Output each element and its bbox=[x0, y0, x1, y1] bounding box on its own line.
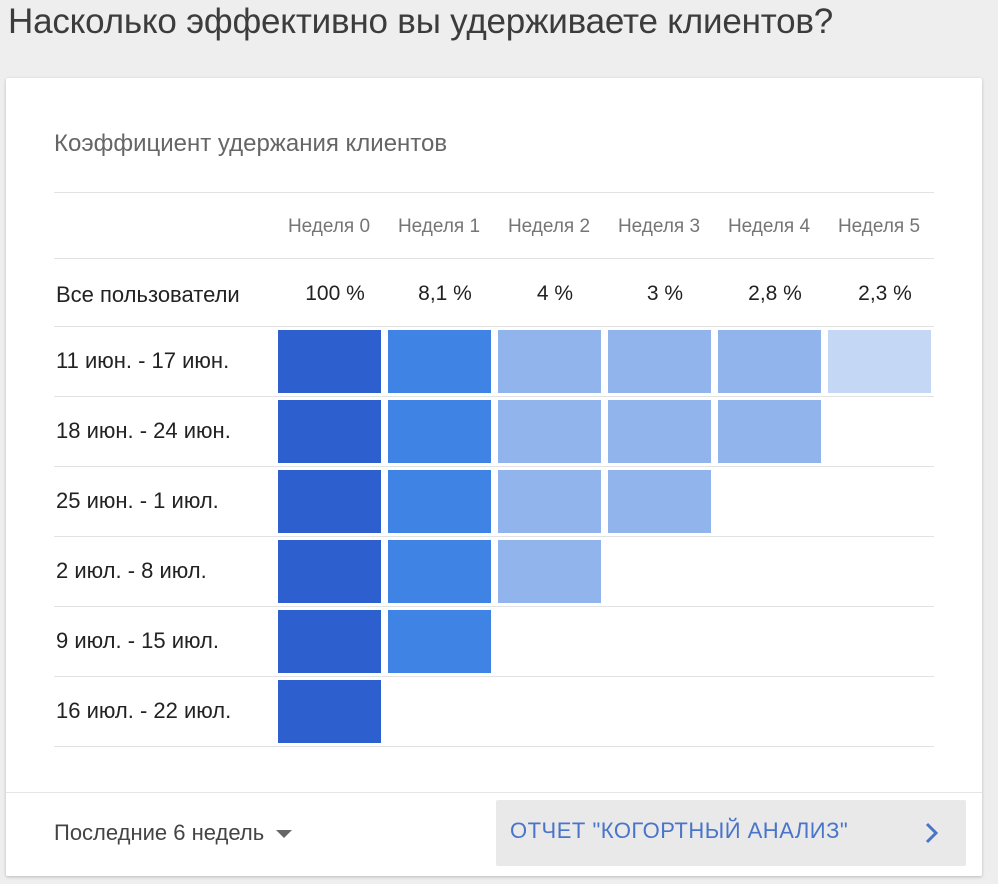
footer-divider bbox=[6, 792, 982, 793]
all-users-value: 2,3 % bbox=[858, 282, 912, 305]
cohort-report-button[interactable]: ОТЧЕТ "КОГОРТНЫЙ АНАЛИЗ" bbox=[496, 800, 966, 866]
card-title: Коэффициент удержания клиентов bbox=[54, 130, 448, 157]
cohort-label: 18 июн. - 24 июн. bbox=[56, 418, 231, 443]
divider bbox=[54, 396, 934, 397]
retention-cell[interactable] bbox=[608, 330, 711, 393]
retention-cell[interactable] bbox=[278, 540, 381, 603]
divider bbox=[54, 192, 934, 193]
retention-cell[interactable] bbox=[388, 400, 491, 463]
retention-cell[interactable] bbox=[498, 400, 601, 463]
retention-cell[interactable] bbox=[718, 400, 821, 463]
column-header: Неделя 0 bbox=[287, 216, 371, 237]
retention-cell[interactable] bbox=[718, 330, 821, 393]
period-label: Последние 6 недель bbox=[54, 820, 265, 845]
retention-cell[interactable] bbox=[498, 330, 601, 393]
column-header: Неделя 3 bbox=[617, 216, 701, 237]
cohort-label: 16 июл. - 22 июл. bbox=[56, 698, 232, 723]
cohort-label: 11 июн. - 17 июн. bbox=[56, 348, 230, 373]
page-title: Насколько эффективно вы удерживаете клие… bbox=[8, 2, 834, 41]
all-users-value: 3 % bbox=[646, 282, 684, 305]
divider bbox=[54, 258, 934, 259]
all-users-value: 8,1 % bbox=[418, 282, 472, 305]
retention-cell[interactable] bbox=[388, 610, 491, 673]
divider bbox=[54, 746, 934, 747]
retention-cell[interactable] bbox=[388, 540, 491, 603]
period-dropdown[interactable]: Последние 6 недель bbox=[54, 820, 293, 846]
column-header: Неделя 1 bbox=[397, 216, 481, 237]
column-header: Неделя 5 bbox=[837, 216, 921, 237]
retention-cell[interactable] bbox=[608, 470, 711, 533]
all-users-label: Все пользователи bbox=[56, 282, 240, 307]
all-users-value: 100 % bbox=[305, 282, 365, 305]
column-header: Неделя 2 bbox=[507, 216, 591, 237]
chevron-right-icon bbox=[925, 822, 939, 844]
divider bbox=[54, 606, 934, 607]
divider bbox=[54, 676, 934, 677]
divider bbox=[54, 536, 934, 537]
retention-cell[interactable] bbox=[278, 470, 381, 533]
cohort-label: 9 июл. - 15 июл. bbox=[56, 628, 219, 653]
column-header: Неделя 4 bbox=[727, 216, 811, 237]
cohort-label: 25 июн. - 1 июл. bbox=[56, 488, 219, 513]
divider bbox=[54, 466, 934, 467]
cohort-label: 2 июл. - 8 июл. bbox=[56, 558, 207, 583]
dropdown-arrow-icon bbox=[276, 830, 293, 839]
retention-cell[interactable] bbox=[278, 400, 381, 463]
retention-cell[interactable] bbox=[608, 400, 711, 463]
retention-cell[interactable] bbox=[828, 330, 931, 393]
retention-cell[interactable] bbox=[278, 330, 381, 393]
divider bbox=[54, 326, 934, 327]
retention-cell[interactable] bbox=[498, 540, 601, 603]
retention-cell[interactable] bbox=[388, 330, 491, 393]
retention-cell[interactable] bbox=[388, 470, 491, 533]
all-users-value: 2,8 % bbox=[748, 282, 802, 305]
retention-cell[interactable] bbox=[278, 610, 381, 673]
retention-cell[interactable] bbox=[278, 680, 381, 743]
retention-cell[interactable] bbox=[498, 470, 601, 533]
retention-card: Коэффициент удержания клиентов Неделя 0 … bbox=[6, 78, 982, 876]
report-button-label: ОТЧЕТ "КОГОРТНЫЙ АНАЛИЗ" bbox=[510, 818, 849, 843]
all-users-value: 4 % bbox=[536, 282, 574, 305]
